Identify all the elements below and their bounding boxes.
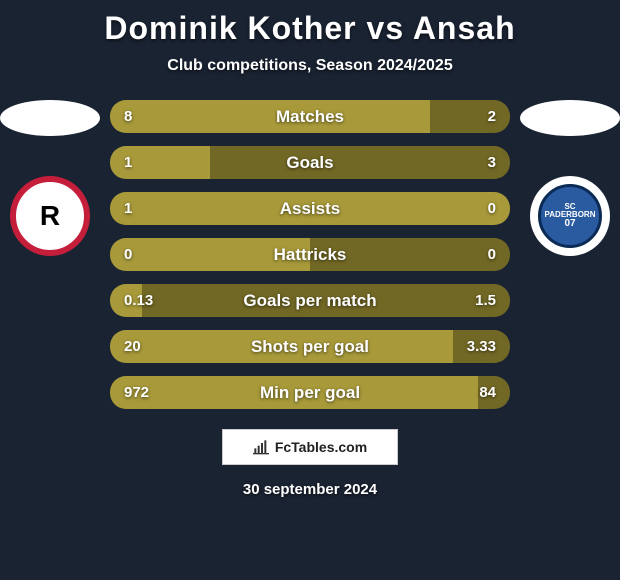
page-title: Dominik Kother vs Ansah bbox=[0, 10, 620, 47]
stat-bar-bg bbox=[110, 100, 510, 133]
stat-value-left: 972 bbox=[124, 376, 149, 409]
right-club-badge-bot: 07 bbox=[564, 219, 575, 229]
stat-row: Matches82 bbox=[110, 100, 510, 133]
stat-value-left: 0 bbox=[124, 238, 132, 271]
stat-value-right: 0 bbox=[488, 238, 496, 271]
stat-bar-right-fill bbox=[310, 238, 510, 271]
stat-bar-bg bbox=[110, 238, 510, 271]
stat-value-left: 1 bbox=[124, 146, 132, 179]
comparison-card: Dominik Kother vs Ansah Club competition… bbox=[0, 0, 620, 580]
stat-value-right: 3.33 bbox=[467, 330, 496, 363]
right-player-photo-placeholder bbox=[520, 100, 620, 136]
stat-bar-left-fill bbox=[110, 100, 430, 133]
stat-bar-bg bbox=[110, 330, 510, 363]
left-player-col: R bbox=[0, 100, 100, 256]
stat-row: Min per goal97284 bbox=[110, 376, 510, 409]
stat-bar-bg bbox=[110, 146, 510, 179]
stat-value-left: 0.13 bbox=[124, 284, 153, 317]
bar-chart-icon bbox=[253, 439, 269, 455]
stat-bar-bg bbox=[110, 376, 510, 409]
right-player-col: SC PADERBORN 07 bbox=[520, 100, 620, 256]
stat-value-left: 1 bbox=[124, 192, 132, 225]
attribution-badge[interactable]: FcTables.com bbox=[222, 429, 398, 465]
stat-row: Assists10 bbox=[110, 192, 510, 225]
stat-bar-right-fill bbox=[142, 284, 510, 317]
stat-value-left: 8 bbox=[124, 100, 132, 133]
stat-bar-left-fill bbox=[110, 376, 478, 409]
stat-row: Hattricks00 bbox=[110, 238, 510, 271]
stat-row: Shots per goal203.33 bbox=[110, 330, 510, 363]
stat-value-right: 3 bbox=[488, 146, 496, 179]
left-club-badge: R bbox=[10, 176, 90, 256]
stat-bar-left-fill bbox=[110, 330, 453, 363]
stat-bar-bg bbox=[110, 284, 510, 317]
stat-value-right: 0 bbox=[488, 192, 496, 225]
stat-value-right: 84 bbox=[479, 376, 496, 409]
subtitle: Club competitions, Season 2024/2025 bbox=[0, 57, 620, 75]
right-club-badge-inner: SC PADERBORN 07 bbox=[538, 184, 602, 248]
content-row: R Matches82Goals13Assists10Hattricks00Go… bbox=[0, 100, 620, 409]
stats-bars: Matches82Goals13Assists10Hattricks00Goal… bbox=[110, 100, 510, 409]
date-label: 30 september 2024 bbox=[0, 481, 620, 498]
stat-value-left: 20 bbox=[124, 330, 141, 363]
right-club-badge: SC PADERBORN 07 bbox=[530, 176, 610, 256]
stat-row: Goals per match0.131.5 bbox=[110, 284, 510, 317]
stat-bar-left-fill bbox=[110, 192, 510, 225]
stat-row: Goals13 bbox=[110, 146, 510, 179]
left-club-badge-letter: R bbox=[40, 200, 60, 232]
attribution-label: FcTables.com bbox=[275, 439, 367, 455]
stat-bar-bg bbox=[110, 192, 510, 225]
left-player-photo-placeholder bbox=[0, 100, 100, 136]
stat-bar-left-fill bbox=[110, 238, 310, 271]
stat-bar-right-fill bbox=[210, 146, 510, 179]
stat-bar-right-fill bbox=[430, 100, 510, 133]
stat-value-right: 2 bbox=[488, 100, 496, 133]
stat-value-right: 1.5 bbox=[475, 284, 496, 317]
